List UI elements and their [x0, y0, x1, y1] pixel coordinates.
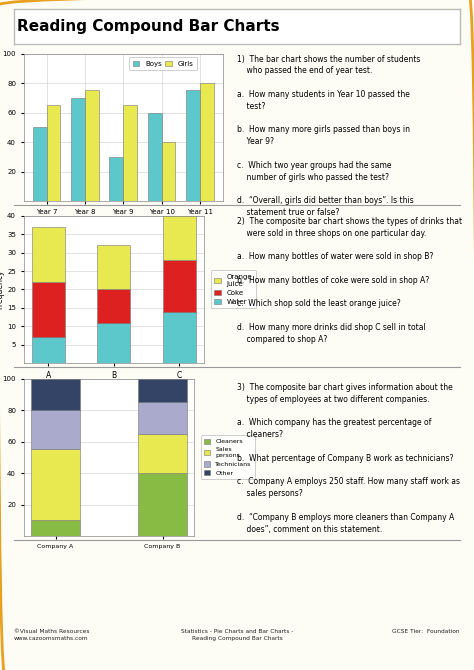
- Bar: [32, 226, 64, 282]
- Text: 1)  The bar chart shows the number of students
    who passed the end of year te: 1) The bar chart shows the number of stu…: [237, 55, 420, 217]
- Bar: [163, 260, 196, 312]
- Text: Statistics - Pie Charts and Bar Charts -
Reading Compound Bar Charts: Statistics - Pie Charts and Bar Charts -…: [181, 629, 293, 641]
- Bar: [85, 90, 99, 201]
- Bar: [31, 520, 80, 536]
- Bar: [186, 90, 200, 201]
- Bar: [138, 402, 187, 433]
- Y-axis label: Frequency: Frequency: [0, 270, 4, 309]
- Bar: [138, 433, 187, 473]
- Text: Reading Compound Bar Charts: Reading Compound Bar Charts: [17, 19, 279, 34]
- Legend: Boys, Girls: Boys, Girls: [129, 57, 197, 70]
- X-axis label: Shop: Shop: [104, 383, 123, 391]
- Bar: [33, 127, 46, 201]
- Bar: [148, 113, 162, 201]
- Bar: [97, 289, 130, 322]
- Text: 2)  The composite bar chart shows the types of drinks that
    were sold in thre: 2) The composite bar chart shows the typ…: [237, 217, 462, 344]
- Bar: [32, 337, 64, 363]
- Bar: [138, 379, 187, 402]
- Bar: [31, 410, 80, 450]
- Bar: [109, 157, 123, 201]
- Bar: [200, 83, 214, 201]
- Text: 3)  The composite bar chart gives information about the
    types of employees a: 3) The composite bar chart gives informa…: [237, 383, 460, 533]
- Bar: [162, 142, 175, 201]
- Text: GCSE Tier:  Foundation: GCSE Tier: Foundation: [392, 629, 460, 634]
- Bar: [123, 105, 137, 201]
- Bar: [163, 216, 196, 260]
- Bar: [31, 379, 80, 410]
- Bar: [31, 450, 80, 520]
- Legend: Orange
Juice, Coke, Water: Orange Juice, Coke, Water: [211, 271, 256, 308]
- Bar: [97, 245, 130, 289]
- Bar: [32, 282, 64, 337]
- Text: ©Visual Maths Resources
www.cazoomsmaths.com: ©Visual Maths Resources www.cazoomsmaths…: [14, 629, 90, 641]
- Bar: [71, 98, 85, 201]
- Legend: Cleaners, Sales
persons, Technicians, Other: Cleaners, Sales persons, Technicians, Ot…: [201, 436, 255, 479]
- Bar: [138, 473, 187, 536]
- Bar: [97, 322, 130, 363]
- Bar: [163, 312, 196, 363]
- Bar: [46, 105, 60, 201]
